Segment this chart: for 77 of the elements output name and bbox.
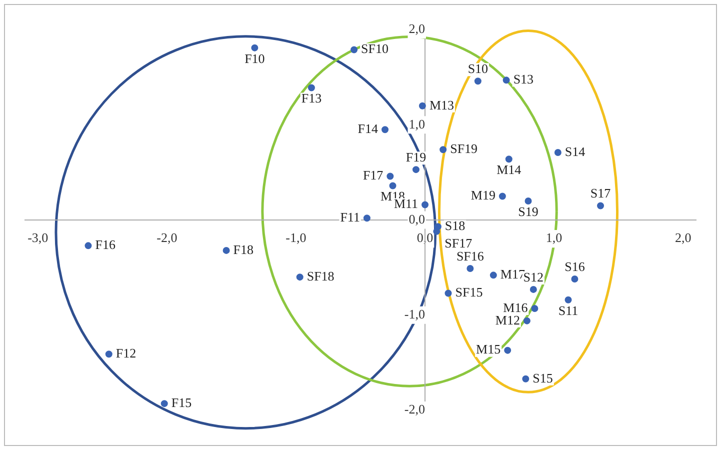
data-label: S12 [523, 269, 544, 284]
data-label: SF16 [456, 248, 484, 264]
point [524, 197, 532, 204]
data-label: F19 [406, 150, 426, 165]
point [160, 400, 168, 408]
x-tick-label: -2,0 [156, 230, 178, 246]
point [522, 375, 530, 382]
point [523, 317, 530, 324]
point [308, 84, 315, 92]
data-label: S15 [532, 370, 553, 386]
y-tick-label: -2,0 [404, 402, 426, 417]
data-label: S18 [444, 218, 466, 234]
data-label: S14 [564, 144, 586, 159]
data-label: F15 [171, 395, 192, 410]
y-tick-label: 2,0 [408, 21, 426, 36]
y-tick-label: 0,0 [408, 211, 426, 226]
point [466, 265, 474, 272]
point [105, 350, 112, 358]
data-label: F14 [358, 121, 379, 136]
point [84, 242, 92, 250]
point [251, 44, 258, 52]
data-label: F17 [362, 168, 384, 183]
data-label: F18 [233, 242, 254, 257]
point [502, 76, 510, 84]
point [296, 274, 304, 281]
data-label: M13 [429, 97, 454, 112]
point [440, 146, 447, 154]
point [490, 272, 497, 279]
y-tick-label: 1,0 [408, 116, 426, 132]
point [531, 304, 538, 312]
point [564, 296, 572, 304]
point [433, 228, 440, 235]
data-label: F11 [340, 210, 360, 225]
data-label: F16 [95, 237, 116, 252]
point [474, 78, 482, 85]
data-label: M14 [496, 162, 522, 178]
data-label: S11 [558, 302, 578, 318]
x-tick-label: 2,0 [674, 230, 692, 246]
data-label: M16 [503, 300, 528, 315]
point [389, 182, 396, 190]
point [222, 246, 230, 254]
data-label: SF18 [306, 268, 334, 284]
data-label: S16 [564, 258, 586, 274]
point [412, 166, 420, 174]
point [498, 192, 506, 200]
data-label: M12 [495, 312, 520, 328]
data-label: F12 [116, 346, 136, 361]
x-tick-label: -3,0 [28, 230, 48, 246]
data-label: S10 [468, 61, 488, 76]
data-label: M17 [500, 266, 526, 282]
x-tick-label: -1,0 [286, 230, 306, 246]
data-label: S17 [590, 186, 612, 201]
point [597, 202, 604, 210]
point [504, 346, 512, 354]
point [382, 126, 389, 134]
x-tick-label: 1,0 [546, 230, 562, 246]
point [571, 275, 578, 282]
data-label: M15 [476, 342, 501, 357]
point [444, 290, 452, 297]
point [363, 214, 370, 222]
point [418, 102, 426, 110]
point [422, 201, 429, 208]
point [386, 172, 394, 180]
data-label: M19 [470, 188, 496, 203]
point [554, 148, 562, 156]
data-label: SF15 [455, 284, 483, 300]
point [530, 286, 537, 293]
data-label: S13 [513, 72, 534, 87]
data-label: SF10 [361, 41, 389, 56]
point [505, 156, 512, 163]
data-label: F10 [244, 50, 265, 66]
data-label: SF19 [450, 141, 478, 156]
data-label: SF17 [444, 235, 473, 250]
y-tick-label: -1,0 [404, 306, 426, 322]
point [350, 46, 358, 54]
data-label: S19 [518, 204, 538, 219]
data-label: F13 [301, 90, 322, 106]
